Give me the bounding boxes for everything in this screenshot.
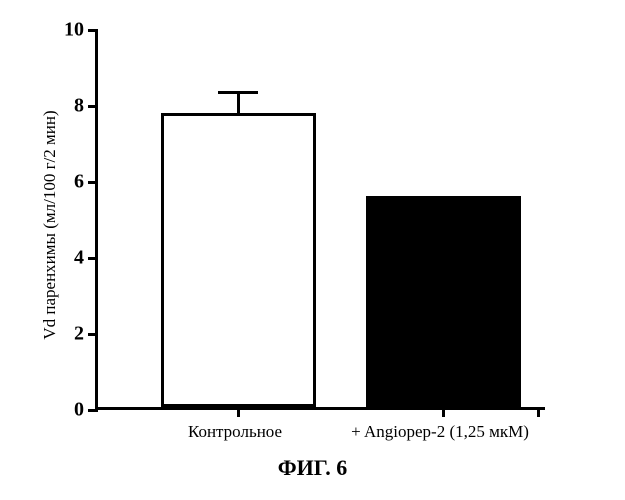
bar-chart: Vd паренхимы (мл/100 г/2 мин) 0246810 ФИ… xyxy=(0,0,625,500)
y-tick-label: 0 xyxy=(74,399,84,422)
y-tick xyxy=(88,409,98,412)
y-tick xyxy=(88,29,98,32)
bar xyxy=(366,196,521,407)
y-axis-label: Vd паренхимы (мл/100 г/2 мин) xyxy=(40,100,60,350)
error-bar-cap xyxy=(218,91,258,94)
x-tick xyxy=(442,407,445,417)
error-bar xyxy=(237,93,240,116)
x-category-label: Контрольное xyxy=(188,422,282,442)
y-tick-label: 2 xyxy=(74,323,84,346)
bar xyxy=(161,113,316,408)
y-tick xyxy=(88,105,98,108)
x-tick xyxy=(237,407,240,417)
y-tick xyxy=(88,181,98,184)
y-tick-label: 10 xyxy=(64,19,84,42)
y-tick xyxy=(88,257,98,260)
y-tick-label: 8 xyxy=(74,95,84,118)
y-tick-label: 6 xyxy=(74,171,84,194)
figure-caption: ФИГ. 6 xyxy=(0,455,625,481)
y-tick-label: 4 xyxy=(74,247,84,270)
plot-area: 0246810 xyxy=(95,30,545,410)
y-tick xyxy=(88,333,98,336)
x-category-label: + Angiopep-2 (1,25 мкМ) xyxy=(351,422,529,442)
x-tick xyxy=(537,407,540,417)
